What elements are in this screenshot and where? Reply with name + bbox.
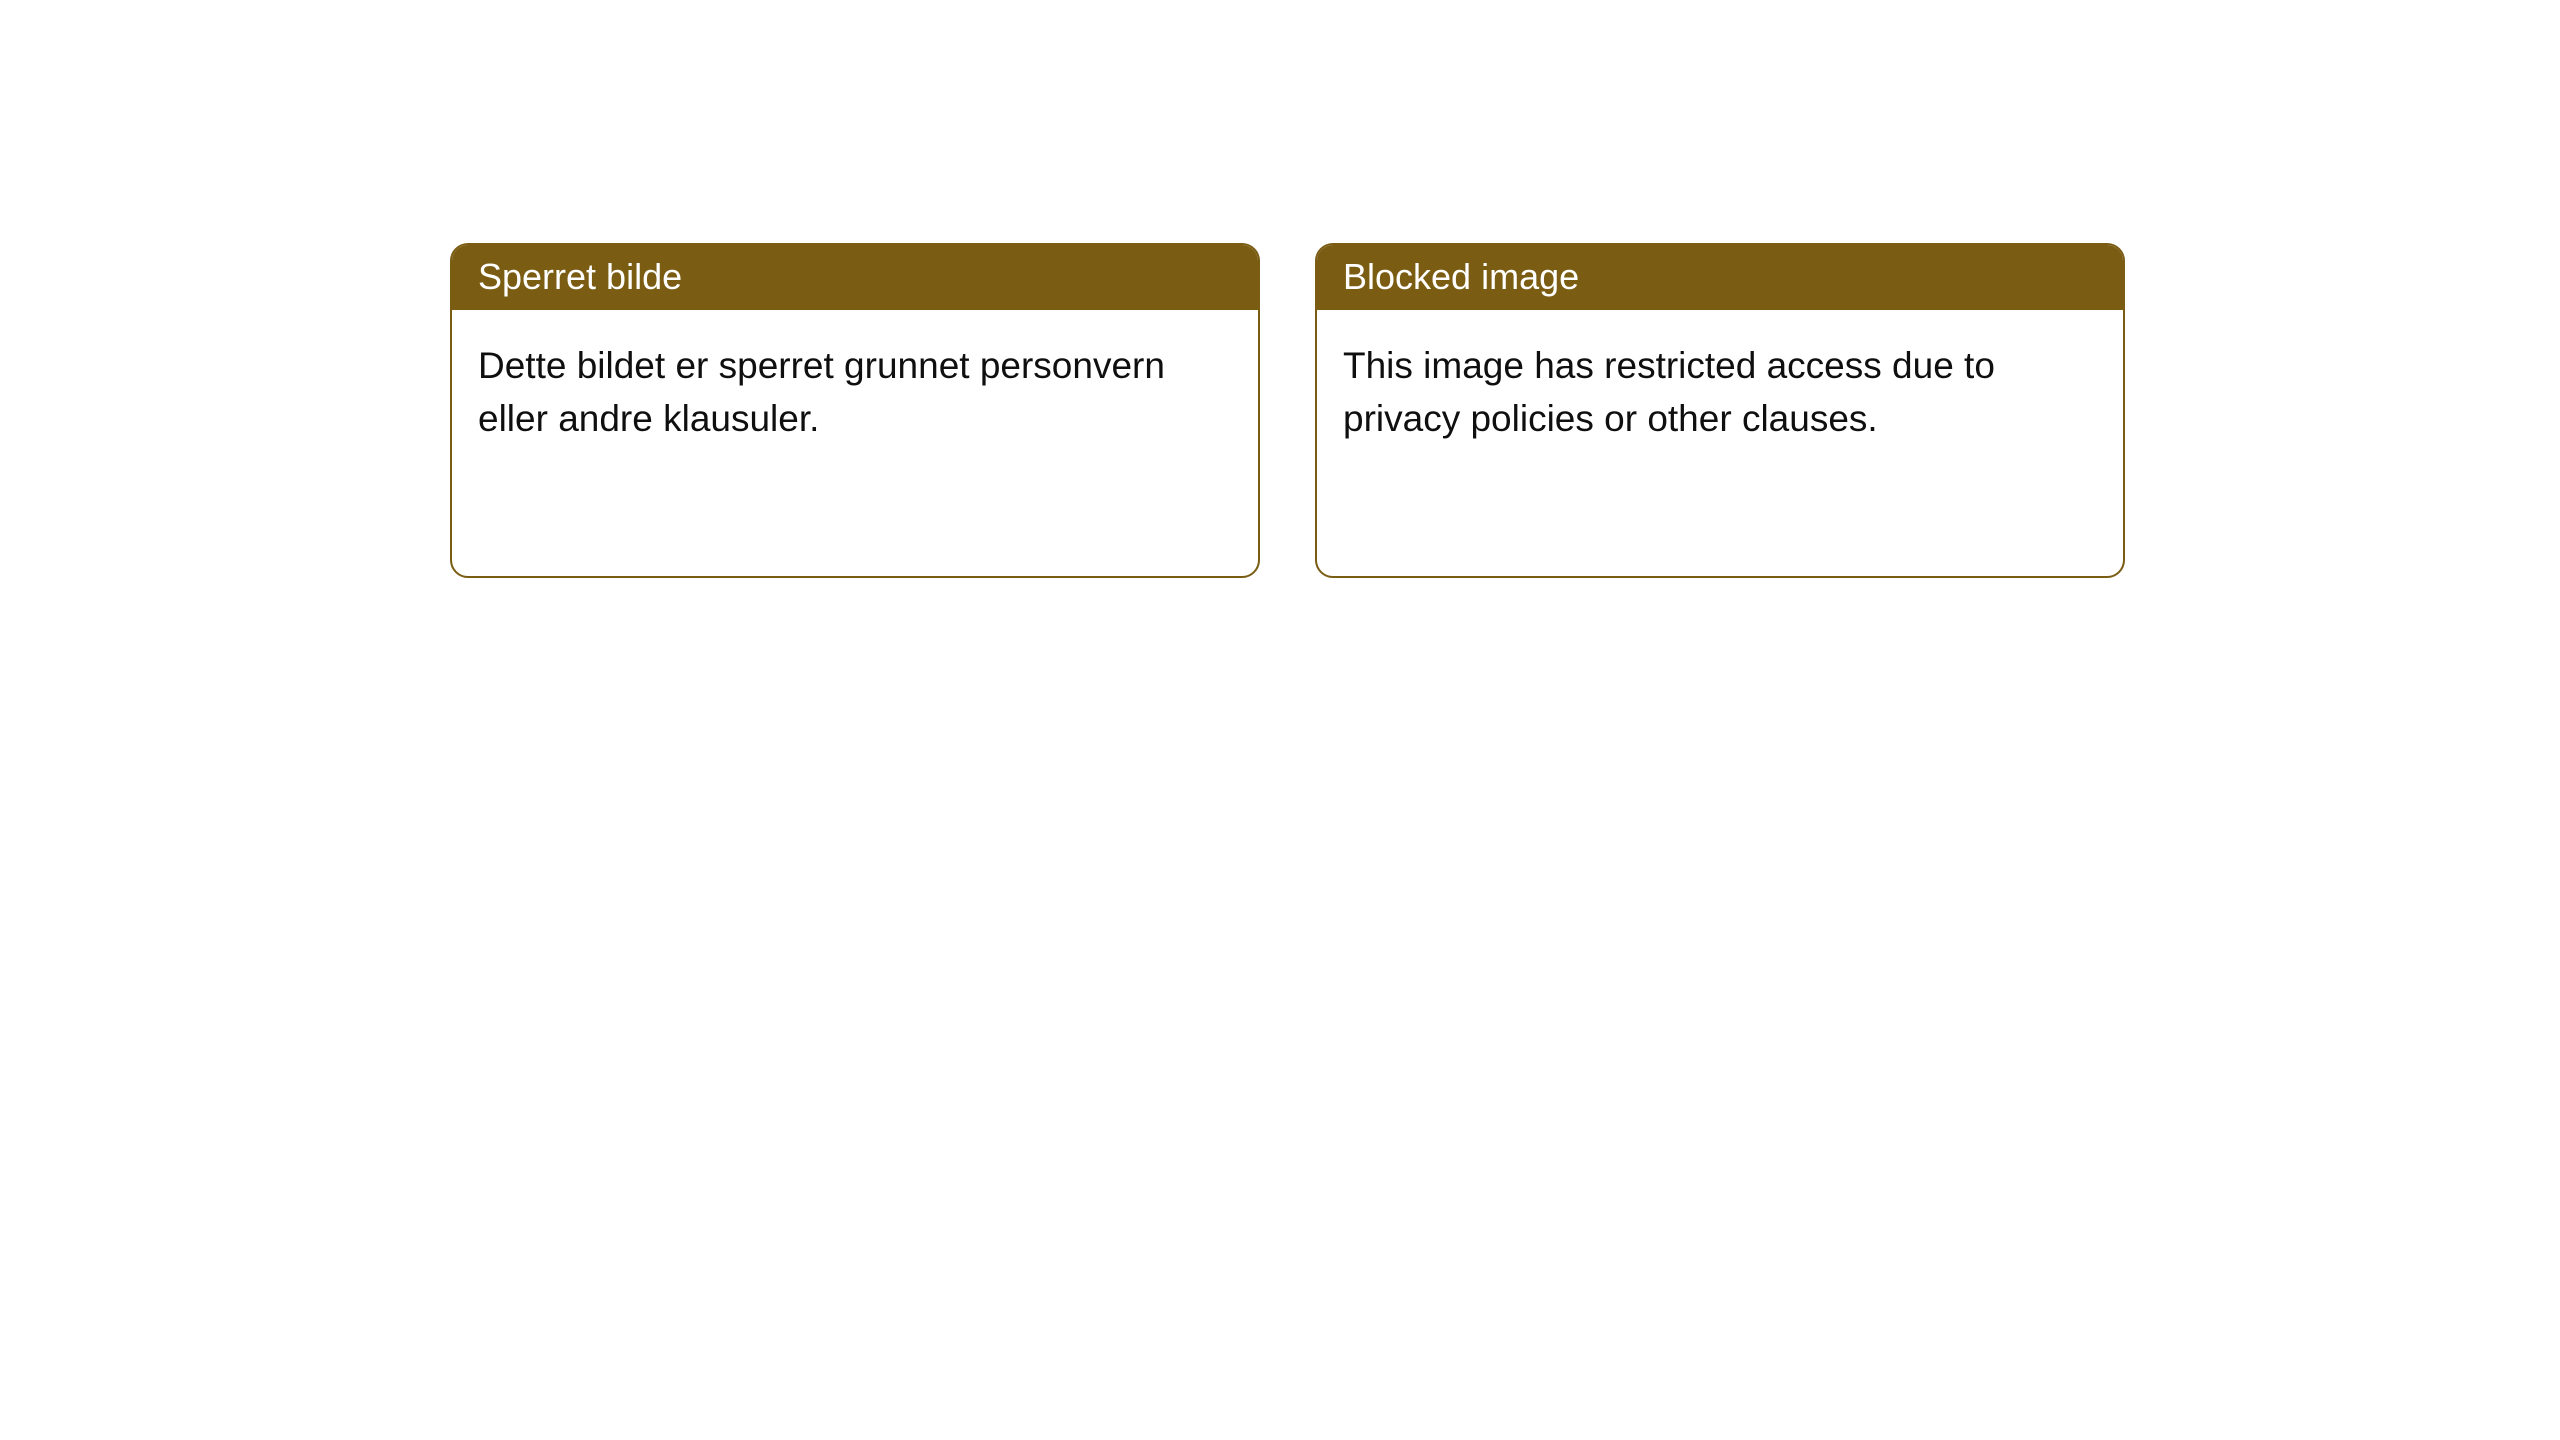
notice-card-english: Blocked image This image has restricted … (1315, 243, 2125, 578)
card-body: Dette bildet er sperret grunnet personve… (452, 310, 1258, 475)
card-header: Blocked image (1317, 245, 2123, 310)
notice-card-norwegian: Sperret bilde Dette bildet er sperret gr… (450, 243, 1260, 578)
notice-cards-container: Sperret bilde Dette bildet er sperret gr… (450, 243, 2560, 578)
card-header: Sperret bilde (452, 245, 1258, 310)
card-body: This image has restricted access due to … (1317, 310, 2123, 475)
